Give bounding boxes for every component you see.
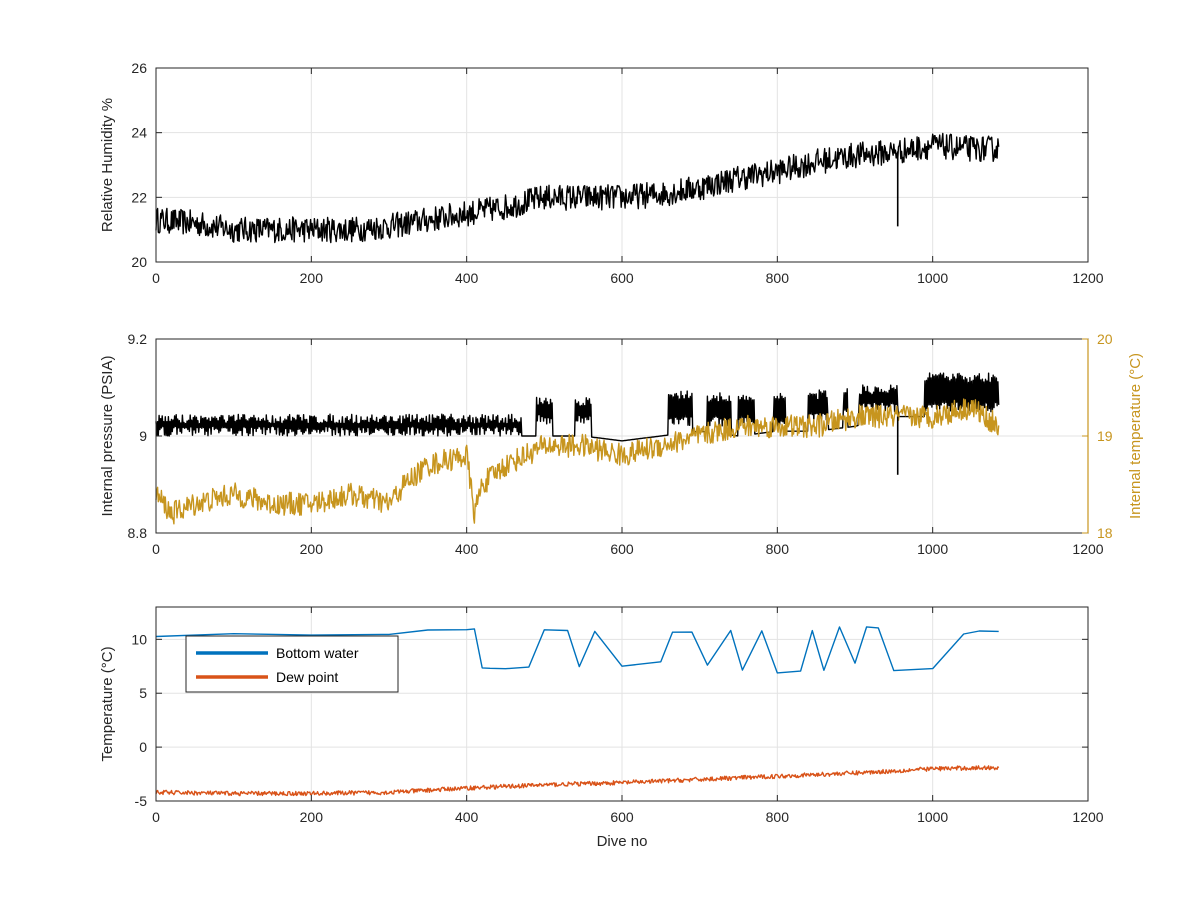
right-y-tick-label: 19: [1097, 428, 1113, 444]
series-line-0-0: [155, 132, 1000, 244]
series-line-2-0: [155, 626, 999, 674]
x-tick-label: 200: [300, 809, 324, 825]
temperature-grid: [156, 607, 1088, 801]
pressure-tick-labels: 0 200 400 600 800 1000 1200 8.8 9 9.2 18 19 20: [128, 331, 1113, 557]
x-tick-label: 1000: [917, 270, 948, 286]
x-tick-label: 400: [455, 270, 479, 286]
x-tick-label: 200: [300, 270, 324, 286]
humidity-panel: 0 200 400 600 800 1000 1200 20 22 24 26 Relative H…: [99, 60, 1104, 286]
x-tick-label: 800: [766, 809, 790, 825]
x-tick-label: 600: [610, 809, 634, 825]
series-line-2-1: [155, 765, 1000, 797]
temperature-ylabel: Temperature (°C): [99, 646, 116, 761]
x-tick-label: 800: [766, 541, 790, 557]
temperature-series: [155, 626, 1000, 797]
pressure-panel: 0 200 400 600 800 1000 1200 8.8 9 9.2 18 19 20 Inter…: [99, 331, 1144, 557]
x-tick-label: 0: [152, 541, 160, 557]
x-tick-label: 1200: [1072, 809, 1103, 825]
y-tick-label: 10: [131, 631, 147, 647]
y-tick-label: 0: [139, 739, 147, 755]
legend: Bottom water Dew point: [185, 635, 399, 693]
internal-temperature-ylabel: Internal temperature (°C): [1127, 353, 1144, 519]
y-tick-label: -5: [135, 793, 148, 809]
pressure-series: [155, 372, 1000, 525]
series-line-1-1: [155, 398, 1000, 525]
y-tick-label: 9.2: [128, 331, 148, 347]
x-tick-label: 1000: [917, 809, 948, 825]
x-tick-label: 600: [610, 541, 634, 557]
x-tick-label: 800: [766, 270, 790, 286]
y-tick-label: 24: [131, 125, 147, 141]
y-tick-label: 20: [131, 254, 147, 270]
x-tick-label: 400: [455, 809, 479, 825]
humidity-ylabel: Relative Humidity %: [99, 98, 116, 232]
legend-label-0: Bottom water: [276, 645, 359, 661]
pressure-ylabel: Internal pressure (PSIA): [99, 356, 116, 517]
x-tick-label: 1200: [1072, 270, 1103, 286]
y-tick-label: 5: [139, 685, 147, 701]
humidity-tick-labels: 0 200 400 600 800 1000 1200 20 22 24 26: [131, 60, 1103, 286]
x-tick-label: 1000: [917, 541, 948, 557]
x-tick-label: 1200: [1072, 541, 1103, 557]
legend-box: [185, 635, 399, 693]
x-tick-label: 600: [610, 270, 634, 286]
right-y-tick-label: 20: [1097, 331, 1113, 347]
x-tick-label: 400: [455, 541, 479, 557]
dive-no-xlabel: Dive no: [597, 833, 648, 850]
right-y-tick-label: 18: [1097, 525, 1113, 541]
legend-label-1: Dew point: [276, 669, 338, 685]
humidity-series: [155, 132, 1000, 244]
x-tick-label: 0: [152, 809, 160, 825]
x-tick-label: 200: [300, 541, 324, 557]
pressure-grid: [156, 339, 1088, 533]
y-tick-label: 26: [131, 60, 147, 76]
y-tick-label: 9: [139, 428, 147, 444]
y-tick-label: 8.8: [128, 525, 148, 541]
x-tick-label: 0: [152, 270, 160, 286]
y-tick-label: 22: [131, 189, 147, 205]
